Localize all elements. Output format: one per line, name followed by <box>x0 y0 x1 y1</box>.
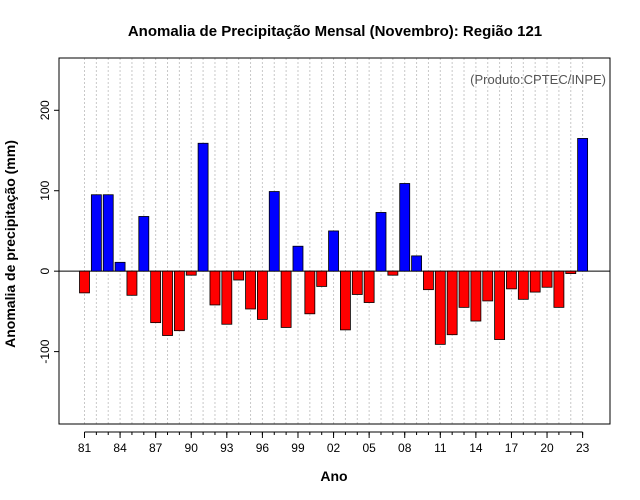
bar-2023 <box>577 138 589 272</box>
y-tick-label: 100 <box>38 180 52 200</box>
bar-1996 <box>256 270 268 320</box>
bar-2021 <box>553 270 565 308</box>
x-tick-label: 08 <box>398 441 412 455</box>
bar-2017 <box>506 270 517 290</box>
bar-2006 <box>375 212 387 272</box>
bar-1986 <box>138 216 150 272</box>
y-tick-label: 200 <box>38 100 52 120</box>
bar-2022 <box>565 270 577 274</box>
bar-2018 <box>517 270 529 300</box>
source-annotation: (Produto:CPTEC/INPE) <box>470 72 606 87</box>
bar-2004 <box>351 270 363 295</box>
bar-1990 <box>185 270 197 276</box>
x-tick-label: 84 <box>113 441 127 455</box>
bar-1982 <box>90 194 102 272</box>
bar-2012 <box>446 270 458 336</box>
bar-2015 <box>482 270 494 302</box>
bar-2005 <box>363 270 375 303</box>
bar-2011 <box>434 270 446 345</box>
bar-2013 <box>458 270 470 308</box>
bar-1984 <box>114 261 126 272</box>
bar-1985 <box>126 270 138 296</box>
bar-1994 <box>233 270 245 281</box>
bar-2010 <box>423 270 434 291</box>
bar-2009 <box>411 255 422 272</box>
bar-1993 <box>221 270 233 325</box>
x-axis-label: Ano <box>320 468 347 484</box>
x-tick-label: 99 <box>291 441 305 455</box>
chart-title: Anomalia de Precipitação Mensal (Novembr… <box>128 23 542 40</box>
x-tick-label: 23 <box>576 441 590 455</box>
bar-2001 <box>316 270 328 287</box>
x-tick-label: 93 <box>220 441 234 455</box>
bar-1992 <box>209 270 221 306</box>
y-tick-label: -100 <box>38 339 52 363</box>
bar-2008 <box>399 183 411 272</box>
bar-2014 <box>470 270 482 322</box>
bar-1995 <box>245 270 256 310</box>
bar-1983 <box>102 194 114 272</box>
bar-2020 <box>541 270 553 288</box>
plot-frame <box>58 57 611 425</box>
bar-2007 <box>387 270 399 276</box>
bar-1999 <box>292 245 304 272</box>
x-tick-label: 17 <box>505 441 519 455</box>
bar-1998 <box>280 270 292 328</box>
bar-2019 <box>529 270 541 293</box>
x-tick-label: 81 <box>78 441 92 455</box>
bar-1981 <box>79 270 90 294</box>
bar-1987 <box>150 270 162 324</box>
bar-1989 <box>173 270 185 332</box>
x-axis: 81 84 87 90 93 96 99 02 05 08 11 14 17 20 23 <box>78 431 590 455</box>
x-tick-label: 87 <box>149 441 163 455</box>
y-axis: -100 0 100 200 <box>38 100 59 364</box>
bar-2016 <box>494 270 506 340</box>
x-tick-label: 02 <box>327 441 341 455</box>
bar-2002 <box>328 230 339 272</box>
bar-1991 <box>197 142 209 272</box>
bars-group <box>79 138 589 345</box>
y-tick-label: 0 <box>38 268 52 275</box>
bar-2000 <box>304 270 316 315</box>
x-tick-label: 14 <box>469 441 483 455</box>
bar-1997 <box>268 191 280 272</box>
x-tick-label: 90 <box>185 441 199 455</box>
x-tick-label: 96 <box>256 441 270 455</box>
x-tick-label: 05 <box>362 441 376 455</box>
x-tick-label: 20 <box>540 441 554 455</box>
grid-lines <box>84 58 584 424</box>
bar-2003 <box>340 270 351 331</box>
x-tick-label: 11 <box>434 441 447 455</box>
y-axis-label: Anomalia de precipitação (mm) <box>2 140 18 348</box>
bar-1988 <box>162 270 173 336</box>
